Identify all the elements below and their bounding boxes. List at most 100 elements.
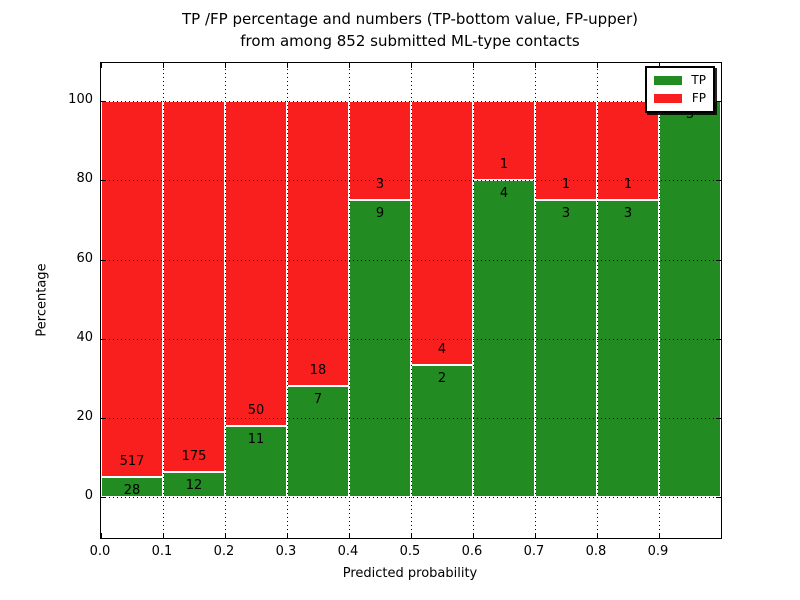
x-gridline	[349, 63, 350, 538]
bar-segment-fp	[101, 101, 163, 477]
x-gridline	[163, 63, 164, 538]
bar-segment-tp	[659, 101, 721, 497]
bar-label-fp: 175	[181, 448, 207, 464]
bar-segment-fp	[411, 101, 473, 366]
x-gridline	[473, 63, 474, 538]
y-tick-mark	[101, 101, 106, 103]
bar-label-fp: 3	[375, 177, 385, 193]
bar-label-tp: 3	[561, 206, 571, 222]
x-gridline	[535, 63, 536, 538]
x-gridline	[287, 63, 288, 538]
x-tick-mark	[473, 533, 474, 538]
x-tick-mark	[473, 63, 474, 68]
bar-segment-tp	[101, 476, 163, 497]
y-tick-label: 0	[84, 488, 93, 503]
bar-label-tp: 28	[123, 482, 141, 498]
chart-title-line2: from among 852 submitted ML-type contact…	[240, 32, 580, 50]
x-tick-label: 0.7	[523, 544, 545, 559]
x-tick-mark	[659, 533, 660, 538]
y-tick-mark	[716, 259, 721, 261]
bar-label-tp: 3	[623, 206, 633, 222]
bar-label-tp: 2	[437, 371, 447, 387]
x-tick-label: 0.3	[275, 544, 297, 559]
x-tick-label: 0.8	[585, 544, 607, 559]
x-tick-label: 0.2	[213, 544, 235, 559]
y-tick-label: 60	[76, 250, 93, 266]
y-tick-mark	[101, 417, 106, 419]
y-tick-mark	[716, 417, 721, 419]
y-tick-label: 80	[76, 171, 93, 187]
bar-segment-fp	[225, 101, 287, 426]
y-tick-mark	[101, 497, 106, 498]
x-tick-mark	[535, 63, 536, 68]
bar-label-fp: 1	[623, 177, 633, 193]
x-tick-mark	[597, 63, 598, 68]
x-gridline	[659, 63, 660, 538]
x-axis-label: Predicted probability	[342, 566, 478, 581]
bar-label-tp: 12	[185, 477, 203, 493]
x-gridline	[411, 63, 412, 538]
x-tick-mark	[597, 533, 598, 538]
x-tick-mark	[659, 63, 660, 68]
x-tick-label: 0.4	[337, 544, 359, 559]
x-tick-mark	[287, 533, 288, 538]
bar-segment-tp	[349, 200, 411, 497]
y-tick-label: 100	[68, 92, 93, 108]
fp-color-swatch	[654, 94, 682, 103]
x-tick-mark	[101, 63, 102, 68]
bar-segment-tp	[225, 425, 287, 497]
bar-label-tp: 3	[685, 107, 695, 123]
x-tick-label: 0.6	[461, 544, 483, 559]
x-tick-mark	[535, 533, 536, 538]
y-tick-mark	[101, 338, 106, 340]
bar-label-fp: 18	[309, 363, 327, 379]
plot-area: 517 28 175 12 50 11 18 7 3 9 4 2 1 4 1 3 1 3 3	[100, 62, 722, 539]
legend-label-fp: FP	[691, 91, 706, 105]
x-tick-mark	[411, 533, 412, 538]
y-tick-mark	[716, 338, 721, 340]
x-tick-label: 0.0	[89, 544, 111, 559]
x-tick-mark	[349, 63, 350, 68]
legend-item-tp: TP	[654, 74, 706, 87]
x-tick-mark	[225, 63, 226, 68]
y-tick-label: 20	[76, 408, 93, 424]
legend-label-tp: TP	[691, 73, 706, 87]
x-gridline	[225, 63, 226, 538]
x-tick-mark	[349, 533, 350, 538]
bar-label-fp: 1	[561, 177, 571, 193]
bar-label-fp: 1	[499, 157, 509, 173]
bar-segment-fp	[163, 101, 225, 472]
legend-item-fp: FP	[654, 92, 706, 105]
x-tick-mark	[411, 63, 412, 68]
x-tick-label: 0.9	[647, 544, 669, 559]
bar-label-fp: 517	[119, 453, 145, 469]
y-tick-mark	[101, 180, 106, 182]
bar-label-fp: 50	[247, 402, 265, 418]
y-axis-label: Percentage	[34, 263, 50, 337]
bar-segment-tp	[163, 471, 225, 497]
x-tick-label: 0.1	[151, 544, 173, 559]
bar-segment-tp	[535, 200, 597, 497]
tp-color-swatch	[654, 76, 682, 85]
bar-label-tp: 11	[247, 431, 265, 447]
x-tick-label: 0.5	[399, 544, 421, 559]
chart-title-line1: TP /FP percentage and numbers (TP-bottom…	[182, 10, 638, 28]
x-gridline	[597, 63, 598, 538]
bar-segment-fp	[473, 101, 535, 181]
x-tick-mark	[287, 63, 288, 68]
bar-label-tp: 4	[499, 186, 509, 202]
x-tick-mark	[163, 63, 164, 68]
bar-label-fp: 4	[437, 342, 447, 358]
y-tick-mark	[716, 180, 721, 182]
x-tick-mark	[163, 533, 164, 538]
y-tick-mark	[716, 497, 721, 498]
bar-label-tp: 9	[375, 206, 385, 222]
chart-title: TP /FP percentage and numbers (TP-bottom…	[100, 8, 720, 52]
bar-segment-fp	[287, 101, 349, 387]
bar-segment-tp	[287, 386, 349, 497]
y-tick-label: 40	[76, 329, 93, 345]
legend: TP FP	[645, 66, 715, 113]
x-tick-mark	[225, 533, 226, 538]
y-tick-mark	[716, 101, 721, 103]
